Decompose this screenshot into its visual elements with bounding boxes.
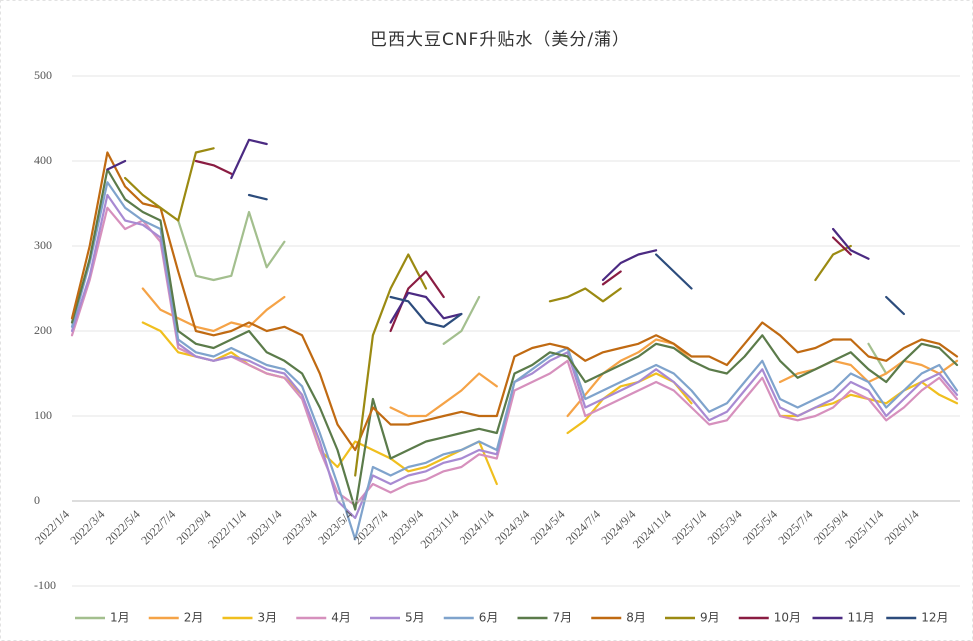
legend-label: 4月 [331,611,351,625]
series-line [70,181,959,541]
legend-label: 7月 [553,611,573,625]
y-tick-label: -100 [34,578,56,592]
series-line [141,287,959,418]
series-line [194,159,852,333]
series-line [124,147,852,477]
series-line [106,138,870,324]
series-line [70,151,959,452]
series-line [247,193,905,328]
legend: 1月 2月 3月 4月 5月 6月 7月 8月 9月 10月 11月 12月 [75,611,949,625]
legend-label: 11月 [848,611,875,625]
lines [70,138,959,541]
legend-label: 12月 [921,611,948,625]
y-tick-label: 300 [34,238,52,252]
legend-label: 3月 [258,611,278,625]
y-tick-label: 100 [34,408,52,422]
legend-label: 9月 [700,611,720,625]
y-tick-label: 200 [34,323,52,337]
legend-label: 8月 [626,611,646,625]
y-tick-label: 500 [34,68,52,82]
chart-title: 巴西大豆CNF升贴水（美分/蒲） [370,30,630,50]
legend-label: 1月 [110,611,130,625]
legend-label: 5月 [405,611,425,625]
series-line [70,168,959,511]
legend-label: 6月 [479,611,499,625]
y-tick-label: 400 [34,153,52,167]
legend-label: 2月 [184,611,204,625]
y-tick-label: 0 [34,493,40,507]
legend-label: 10月 [774,611,801,625]
